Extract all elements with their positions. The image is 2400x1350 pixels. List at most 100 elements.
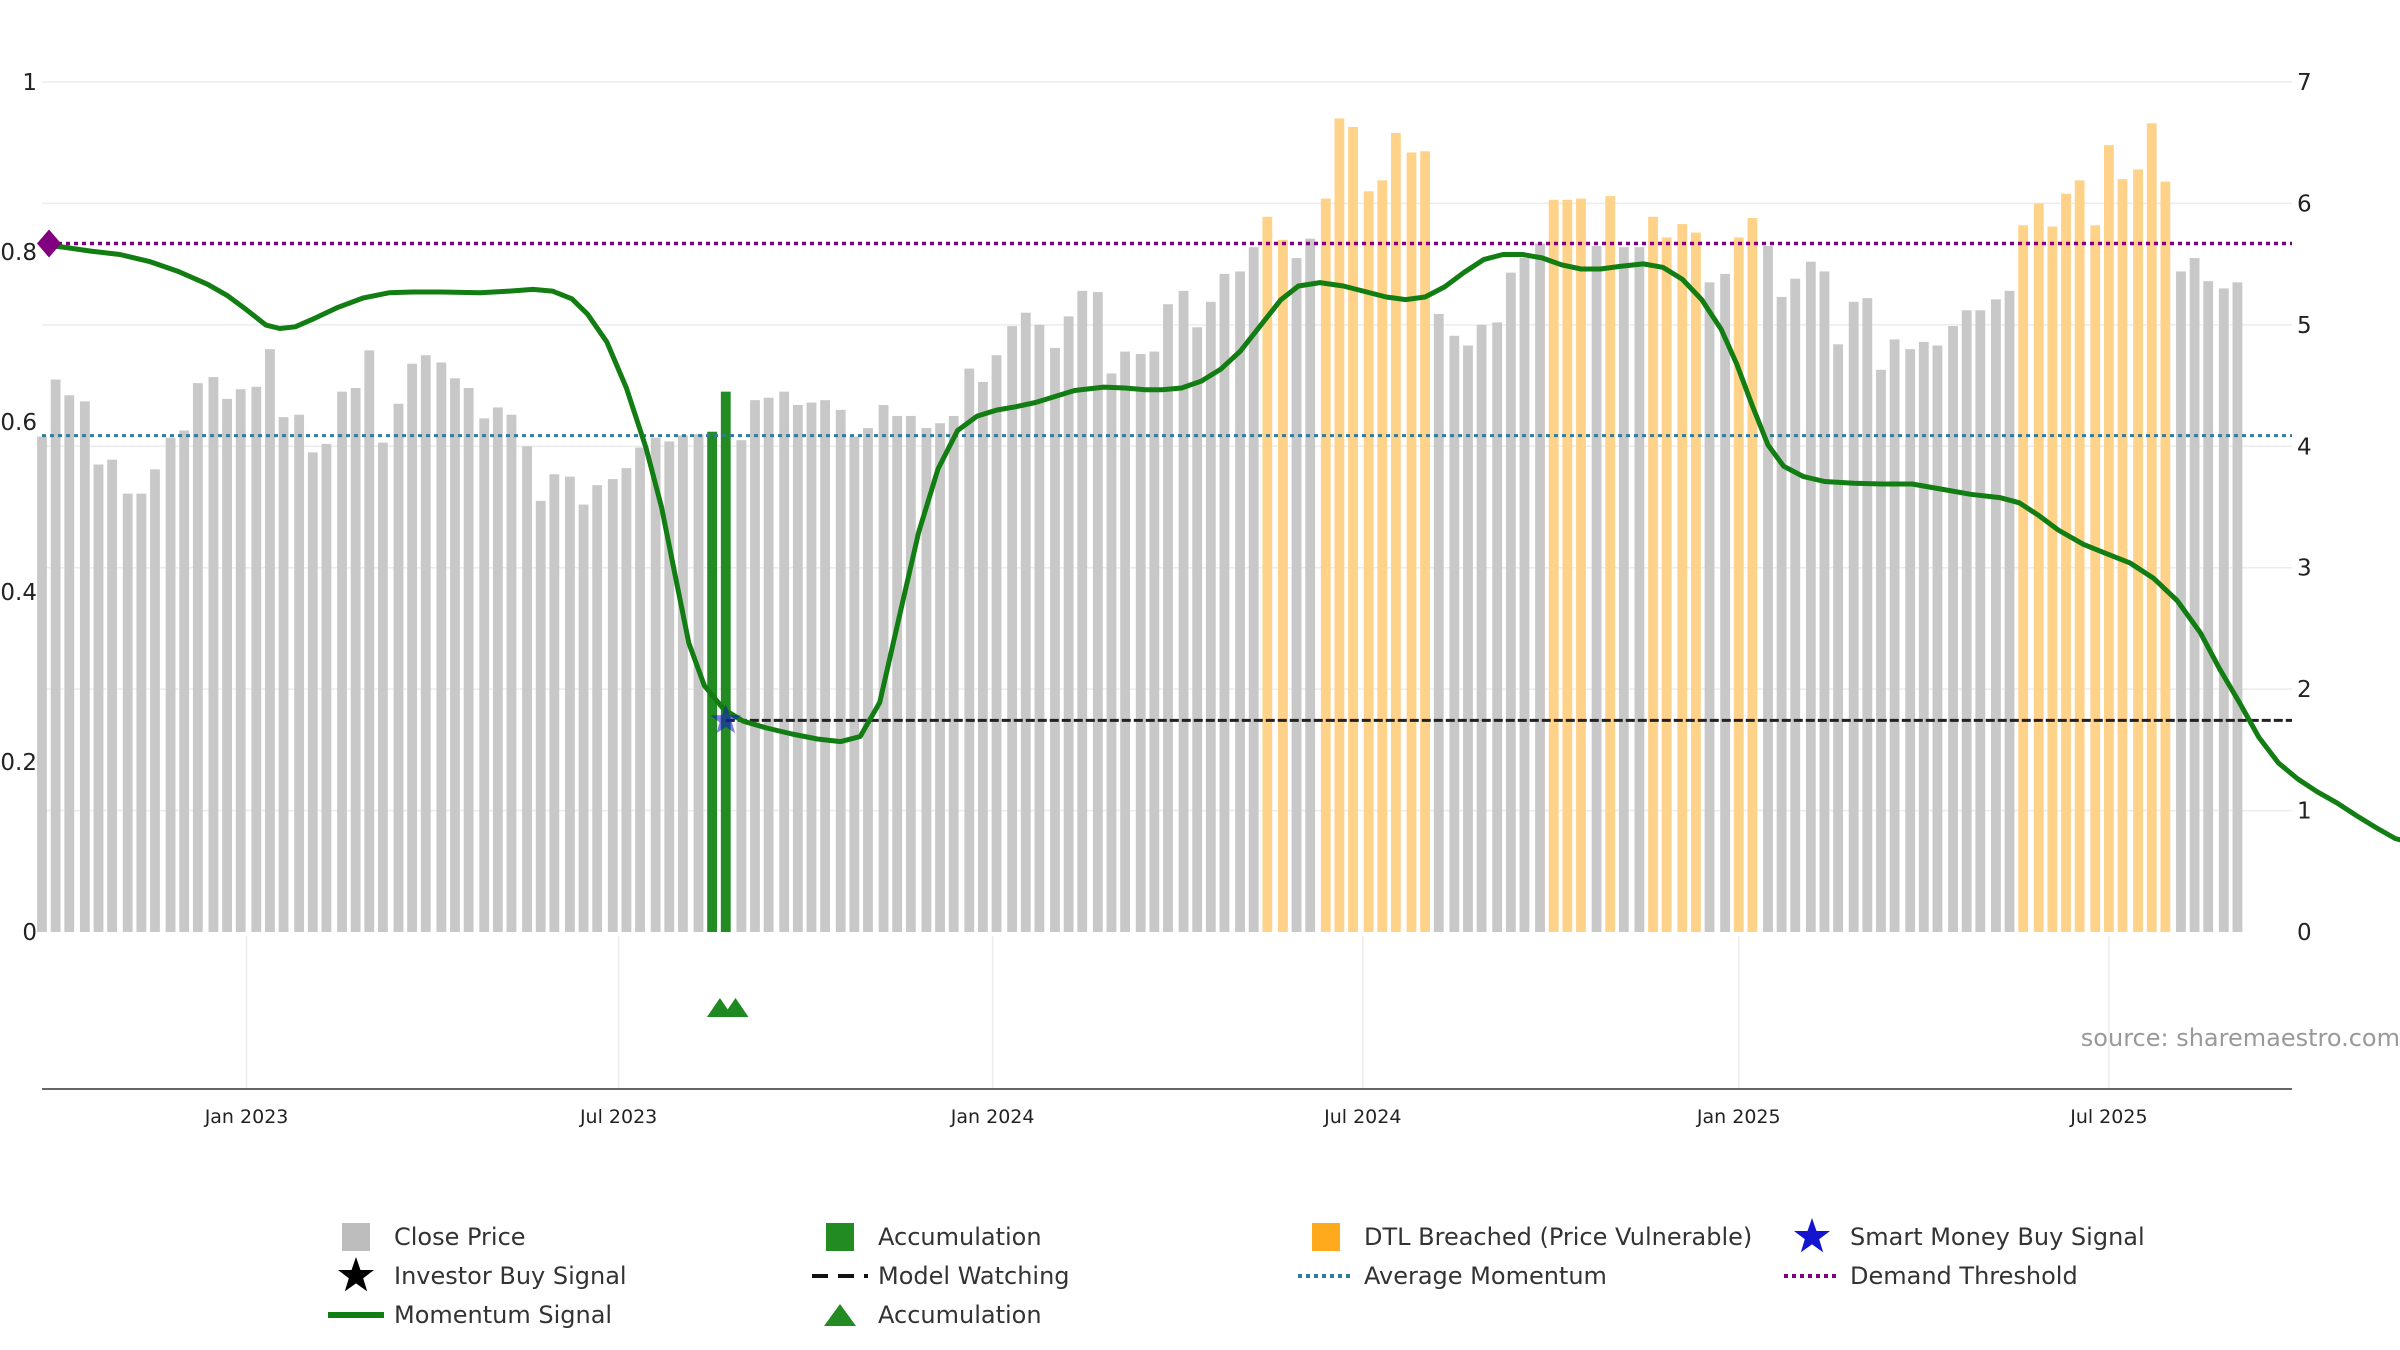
dtl-breached-bar bbox=[2074, 180, 2085, 932]
dtl-breached-bar bbox=[1320, 198, 1331, 933]
dtl-breached-bar bbox=[2061, 193, 2071, 932]
close-price-bar bbox=[2004, 290, 2015, 932]
left-tick-label: 1 bbox=[22, 70, 37, 96]
dtl-breached-bar bbox=[1562, 199, 1573, 933]
close-price-bar bbox=[1305, 238, 1316, 933]
x-tick-label: Jul 2024 bbox=[1323, 1106, 1401, 1128]
x-tick-label: Jul 2023 bbox=[579, 1106, 657, 1128]
source-label: source: sharemaestro.com bbox=[2080, 1024, 2400, 1052]
close-price-bar bbox=[678, 435, 688, 932]
dtl-breached-bar bbox=[1334, 118, 1345, 932]
left-tick-label: 0.8 bbox=[0, 240, 37, 266]
close-price-bar bbox=[37, 436, 47, 932]
close-price-bar bbox=[337, 391, 347, 933]
close-price-bar bbox=[607, 479, 618, 932]
close-price-bar bbox=[1178, 290, 1189, 932]
close-price-bar bbox=[1905, 349, 1916, 933]
close-price-bar bbox=[165, 437, 176, 932]
close-price-bar bbox=[1519, 258, 1530, 933]
close-price-bar bbox=[621, 468, 632, 932]
dtl-breached-bar bbox=[1605, 196, 1616, 933]
close-price-bar bbox=[693, 434, 704, 932]
close-price-bar bbox=[921, 428, 932, 932]
close-price-bar bbox=[307, 452, 318, 932]
close-price-bar bbox=[1092, 292, 1103, 933]
close-price-bar bbox=[549, 474, 560, 932]
close-price-bar bbox=[463, 388, 474, 932]
close-price-bar bbox=[1205, 301, 1216, 932]
momentum-signal-series bbox=[39, 242, 2400, 843]
close-price-bar bbox=[1163, 304, 1173, 932]
close-price-bar bbox=[350, 388, 361, 932]
close-price-bar bbox=[565, 476, 575, 932]
close-price-bar bbox=[1535, 243, 1545, 932]
close-price-bar bbox=[535, 500, 546, 932]
dtl-breached-bar bbox=[1548, 199, 1559, 933]
dtl-breached-bar bbox=[1747, 218, 1758, 932]
close-price-bar bbox=[2218, 288, 2229, 932]
close-price-bar bbox=[64, 395, 75, 932]
right-tick-label: 5 bbox=[2297, 313, 2312, 339]
close-price-bar bbox=[1463, 345, 1473, 932]
dtl-breached-bar bbox=[1420, 151, 1431, 932]
dtl-breached-bar bbox=[2133, 169, 2144, 932]
close-price-bar bbox=[294, 414, 305, 932]
close-price-bar bbox=[2232, 282, 2243, 932]
close-price-bar bbox=[93, 464, 104, 932]
close-price-bar bbox=[265, 349, 275, 933]
close-price-bar bbox=[1704, 282, 1715, 932]
close-price-bar bbox=[107, 459, 118, 932]
dtl-breached-bar bbox=[2033, 203, 2044, 932]
x-tick-label: Jan 2024 bbox=[950, 1106, 1035, 1128]
close-price-bar bbox=[935, 423, 945, 932]
close-price-bar bbox=[905, 415, 916, 932]
close-price-bar bbox=[1248, 247, 1259, 933]
close-price-bar bbox=[50, 379, 61, 932]
close-price-bar bbox=[948, 415, 959, 932]
close-price-bar bbox=[1149, 351, 1160, 933]
dtl-breached-bar bbox=[1348, 126, 1358, 932]
close-price-bar bbox=[222, 398, 232, 932]
close-price-bar bbox=[1618, 247, 1629, 933]
dtl-breached-bar bbox=[2047, 226, 2058, 932]
close-price-bar bbox=[592, 485, 603, 932]
right-tick-label: 3 bbox=[2297, 556, 2312, 582]
start-diamond-marker bbox=[37, 229, 61, 258]
close-price-bar bbox=[179, 430, 190, 932]
close-price-bar bbox=[650, 437, 661, 932]
close-price-bar bbox=[321, 443, 332, 932]
right-tick-label: 1 bbox=[2297, 799, 2312, 825]
close-price-bar bbox=[1848, 301, 1859, 932]
close-price-bar bbox=[792, 405, 803, 932]
close-price-bar bbox=[1034, 324, 1045, 932]
right-tick-label: 0 bbox=[2297, 920, 2312, 946]
axes: Jan 2023 Jul 2023 Jan 2024 Jul 2024 Jan 2025… bbox=[0, 70, 2311, 1128]
close-price-bar bbox=[1291, 258, 1302, 933]
close-price-bar bbox=[407, 363, 418, 932]
close-price-bar bbox=[1106, 373, 1117, 932]
dtl-breached-bar bbox=[1363, 191, 1374, 933]
close-price-bar bbox=[1889, 339, 1900, 932]
left-tick-label: 0.4 bbox=[0, 580, 37, 606]
dtl-breached-bar bbox=[1406, 152, 1417, 932]
close-price-bar bbox=[1720, 273, 1731, 932]
close-price-bar bbox=[750, 400, 760, 933]
smart-money-star-marker bbox=[710, 704, 741, 734]
close-price-bar bbox=[849, 436, 860, 932]
close-price-bar bbox=[150, 469, 160, 932]
close-price-bar bbox=[1819, 271, 1830, 932]
close-price-bar bbox=[1219, 273, 1230, 932]
dtl-breached-bar bbox=[2090, 225, 2101, 933]
dtl-breached-bar bbox=[2117, 179, 2128, 933]
close-price-bar bbox=[736, 440, 747, 932]
close-price-bar bbox=[450, 378, 460, 932]
accumulation-triangle-marker bbox=[722, 998, 749, 1017]
close-price-bar bbox=[1492, 322, 1503, 932]
momentum-signal-line bbox=[39, 242, 2400, 843]
close-price-bar bbox=[1476, 324, 1487, 932]
accumulation-bar bbox=[707, 431, 718, 932]
close-price-bar bbox=[1990, 299, 2001, 932]
close-price-bar bbox=[278, 417, 289, 933]
dtl-breached-bar bbox=[2018, 225, 2029, 933]
